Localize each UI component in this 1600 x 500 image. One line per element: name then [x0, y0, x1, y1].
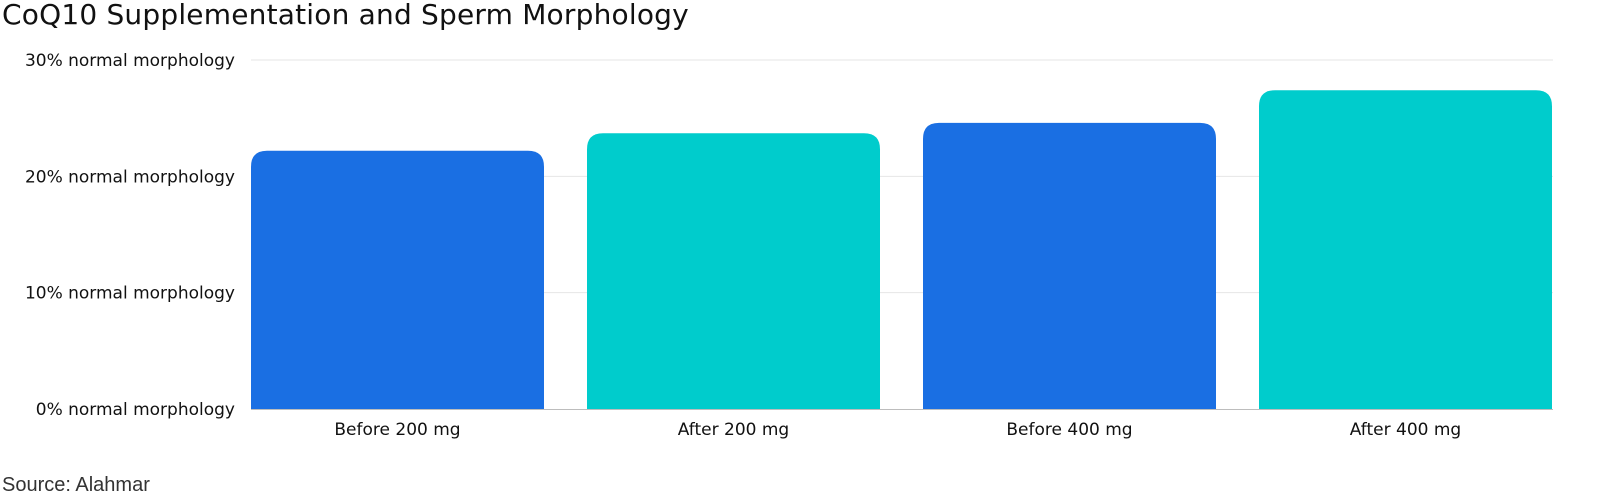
- bar: [923, 122, 1216, 409]
- y-tick-labels: 0% normal morphology 10% normal morpholog…: [25, 51, 235, 420]
- bar: [251, 150, 544, 410]
- y-tick-label: 20% normal morphology: [25, 167, 235, 187]
- bar: [587, 133, 880, 410]
- y-tick-label: 10% normal morphology: [25, 284, 235, 304]
- bar: [1259, 90, 1552, 409]
- source-note: Source: Alahmar: [2, 474, 150, 496]
- x-category-label: After 200 mg: [678, 420, 789, 440]
- y-tick-label: 0% normal morphology: [36, 400, 235, 420]
- x-category-labels: Before 200 mg After 200 mg Before 400 mg Af…: [334, 420, 1461, 440]
- x-category-label: Before 400 mg: [1006, 420, 1132, 440]
- x-category-label: After 400 mg: [1350, 420, 1461, 440]
- bar-chart: 0% normal morphology 10% normal morpholog…: [25, 51, 1553, 440]
- chart-title: CoQ10 Supplementation and Sperm Morpholo…: [2, 0, 689, 31]
- y-tick-label: 30% normal morphology: [25, 51, 235, 71]
- bars: [251, 90, 1552, 410]
- x-category-label: Before 200 mg: [334, 420, 460, 440]
